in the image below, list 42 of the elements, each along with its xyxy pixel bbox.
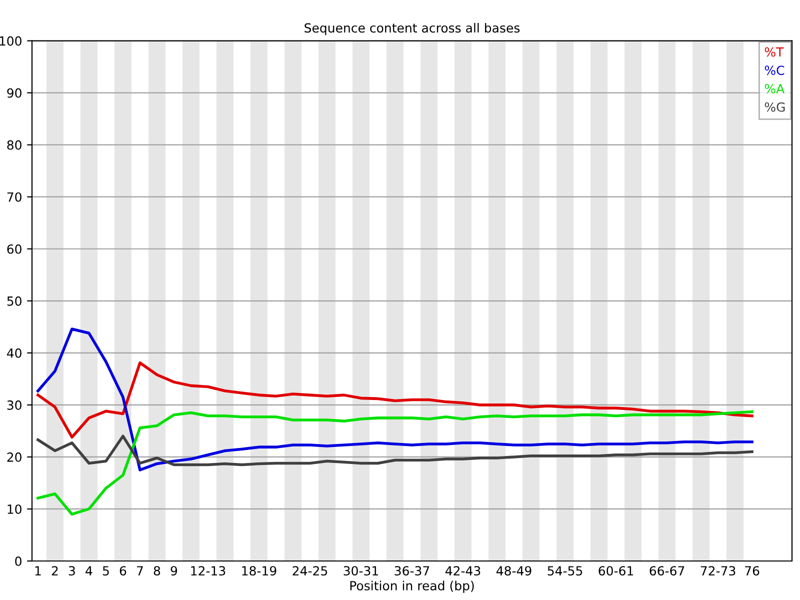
x-tick-label: 66-67 bbox=[650, 566, 684, 576]
x-axis-title: Position in read (bp) bbox=[350, 580, 474, 593]
x-tick-label: 6 bbox=[120, 566, 126, 576]
text: %A bbox=[764, 84, 785, 94]
text: %T bbox=[764, 47, 784, 57]
x-tick-label: 2 bbox=[52, 566, 58, 576]
y-tick-label: 20 bbox=[7, 452, 22, 462]
y-tick-label: 50 bbox=[7, 296, 22, 306]
y-tick-label: 10 bbox=[8, 504, 22, 514]
chart-title: Sequence content across all bases bbox=[304, 22, 520, 36]
y-tick-label: 30 bbox=[7, 400, 22, 410]
x-tick-label: 9 bbox=[170, 566, 178, 576]
x-tick-label: 5 bbox=[102, 566, 109, 576]
y-tick-label: 60 bbox=[7, 244, 22, 254]
line-series bbox=[36, 328, 754, 472]
line-series bbox=[36, 361, 754, 439]
x-tick-label: 76 bbox=[745, 566, 760, 576]
text: %G bbox=[764, 102, 785, 112]
text: %C bbox=[764, 66, 784, 76]
x-tick-label: 30-31 bbox=[344, 566, 378, 576]
x-tick-label: 8 bbox=[154, 566, 160, 576]
x-tick-label: 42-43 bbox=[445, 566, 480, 576]
x-tick-label: 18-19 bbox=[242, 566, 276, 576]
line-series bbox=[36, 410, 754, 516]
x-tick-label: 1 bbox=[35, 566, 41, 576]
x-tick-label: 60-61 bbox=[598, 566, 634, 576]
y-tick-label: 40 bbox=[6, 348, 22, 358]
x-tick-label: 48-49 bbox=[496, 566, 532, 576]
x-tick-label: 36-37 bbox=[394, 566, 430, 576]
y-tick-label: 80 bbox=[7, 140, 22, 150]
y-tick-label: 100 bbox=[0, 36, 22, 46]
y-tick-label: 0 bbox=[15, 556, 22, 566]
y-tick-label: 90 bbox=[7, 88, 22, 98]
x-tick-label: 3 bbox=[68, 566, 75, 576]
line-series bbox=[36, 434, 754, 466]
y-tick-label: 70 bbox=[7, 192, 22, 202]
x-tick-label: 7 bbox=[137, 566, 143, 576]
x-tick-label: 72-73 bbox=[700, 566, 736, 576]
x-tick-label: 12-13 bbox=[191, 566, 226, 576]
x-tick-label: 54-55 bbox=[548, 566, 582, 576]
x-tick-label: 24-25 bbox=[292, 566, 328, 576]
x-tick-label: 4 bbox=[86, 566, 92, 576]
